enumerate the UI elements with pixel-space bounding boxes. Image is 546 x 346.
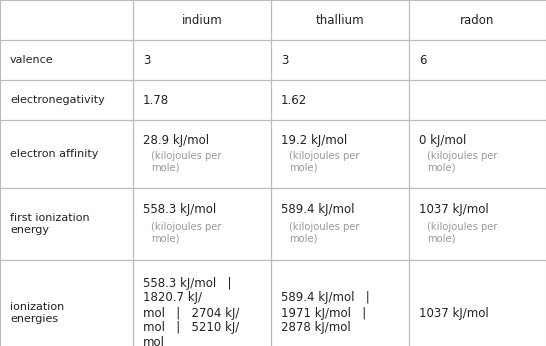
Text: (kilojoules per
mole): (kilojoules per mole)	[427, 151, 497, 173]
Bar	[409, 120, 546, 188]
Bar	[271, 0, 409, 40]
Bar	[409, 0, 546, 40]
Bar	[409, 40, 546, 80]
Bar	[0, 0, 133, 40]
Bar	[133, 120, 271, 188]
Text: indium: indium	[182, 13, 222, 27]
Bar	[133, 0, 271, 40]
Text: 1.78: 1.78	[143, 93, 169, 107]
Text: valence: valence	[10, 55, 54, 65]
Text: 1.62: 1.62	[281, 93, 307, 107]
Bar	[271, 40, 409, 80]
Text: 1037 kJ/mol: 1037 kJ/mol	[419, 203, 489, 216]
Text: (kilojoules per
mole): (kilojoules per mole)	[289, 151, 359, 173]
Bar	[0, 40, 133, 80]
Bar	[133, 188, 271, 260]
Bar	[409, 188, 546, 260]
Text: 0 kJ/mol: 0 kJ/mol	[419, 134, 466, 147]
Text: 3: 3	[143, 54, 150, 66]
Bar	[0, 260, 133, 346]
Text: electronegativity: electronegativity	[10, 95, 105, 105]
Bar	[271, 80, 409, 120]
Bar	[0, 188, 133, 260]
Text: ionization
energies: ionization energies	[10, 302, 64, 324]
Text: 19.2 kJ/mol: 19.2 kJ/mol	[281, 134, 347, 147]
Text: (kilojoules per
mole): (kilojoules per mole)	[427, 222, 497, 244]
Text: 28.9 kJ/mol: 28.9 kJ/mol	[143, 134, 209, 147]
Text: (kilojoules per
mole): (kilojoules per mole)	[289, 222, 359, 244]
Bar	[133, 40, 271, 80]
Text: first ionization
energy: first ionization energy	[10, 213, 90, 235]
Text: (kilojoules per
mole): (kilojoules per mole)	[151, 222, 222, 244]
Text: 6: 6	[419, 54, 426, 66]
Text: radon: radon	[460, 13, 495, 27]
Bar	[133, 80, 271, 120]
Text: electron affinity: electron affinity	[10, 149, 98, 159]
Text: (kilojoules per
mole): (kilojoules per mole)	[151, 151, 222, 173]
Bar	[409, 80, 546, 120]
Text: 589.4 kJ/mol   |
1971 kJ/mol   |
2878 kJ/mol: 589.4 kJ/mol | 1971 kJ/mol | 2878 kJ/mol	[281, 291, 370, 335]
Bar	[271, 188, 409, 260]
Bar	[133, 260, 271, 346]
Bar	[0, 80, 133, 120]
Bar	[0, 120, 133, 188]
Bar	[271, 120, 409, 188]
Bar	[409, 260, 546, 346]
Text: 589.4 kJ/mol: 589.4 kJ/mol	[281, 203, 354, 216]
Text: 558.3 kJ/mol   |
1820.7 kJ/
mol   |   2704 kJ/
mol   |   5210 kJ/
mol: 558.3 kJ/mol | 1820.7 kJ/ mol | 2704 kJ/…	[143, 276, 239, 346]
Text: 1037 kJ/mol: 1037 kJ/mol	[419, 307, 489, 319]
Bar	[271, 260, 409, 346]
Text: thallium: thallium	[316, 13, 364, 27]
Text: 3: 3	[281, 54, 288, 66]
Text: 558.3 kJ/mol: 558.3 kJ/mol	[143, 203, 216, 216]
